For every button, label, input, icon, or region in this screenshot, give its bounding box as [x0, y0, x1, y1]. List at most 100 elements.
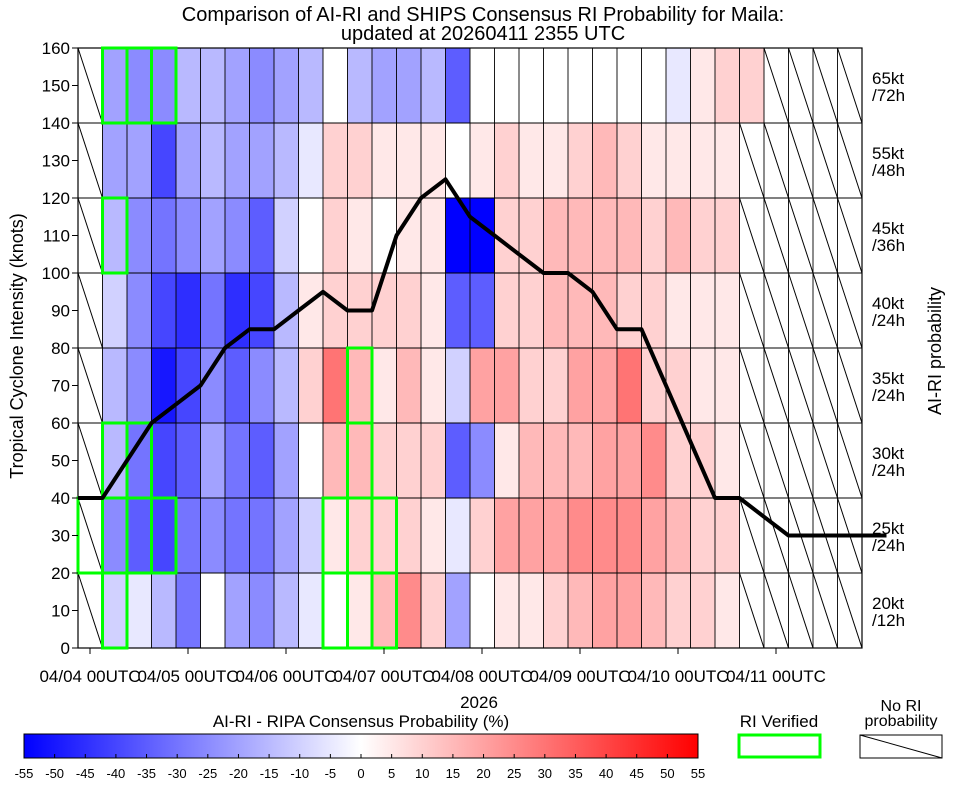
y-tick-label: 150: [42, 77, 70, 96]
heatmap-cell: [715, 198, 740, 274]
heatmap-cell: [617, 48, 642, 124]
heatmap-cell: [274, 348, 299, 424]
no-ri-hatch: [763, 422, 789, 499]
heatmap-cell: [470, 498, 495, 574]
heatmap-cell: [323, 273, 348, 349]
heatmap-cell: [543, 573, 569, 649]
no-ri-hatch: [739, 572, 765, 649]
no-ri-hatch: [837, 197, 863, 274]
heatmap-cell: [470, 348, 495, 424]
heatmap-cell: [298, 48, 324, 124]
ri-verified-box: [150, 46, 178, 125]
heatmap-cell: [249, 48, 275, 124]
heatmap-cell: [151, 273, 177, 349]
heatmap-cell: [494, 348, 520, 424]
no-ri-hatch: [837, 347, 863, 424]
heatmap-cell: [470, 198, 495, 274]
probability-heatmap: [102, 48, 765, 649]
colorbar-tick-label: 35: [568, 766, 582, 781]
heatmap-cell: [102, 273, 128, 349]
heatmap-cell: [372, 423, 397, 499]
heatmap-cell: [151, 498, 177, 574]
heatmap-cell: [519, 423, 544, 499]
heatmap-cell: [470, 48, 495, 124]
heatmap-cell: [617, 498, 642, 574]
heatmap-cell: [494, 573, 520, 649]
y-tick-label: 60: [51, 414, 70, 433]
no-ri-hatch: [812, 122, 838, 199]
heatmap-cell: [372, 348, 397, 424]
heatmap-cell: [494, 423, 520, 499]
y-tick-label: 80: [51, 339, 70, 358]
heatmap-cell: [666, 198, 691, 274]
heatmap-cell: [396, 423, 422, 499]
heatmap-cell: [102, 498, 128, 574]
heatmap-cell: [470, 573, 495, 649]
heatmap-cell: [127, 348, 152, 424]
heatmap-cell: [690, 348, 716, 424]
ri-verified-legend-swatch: [737, 733, 822, 759]
right-axis-label: AI-RI probability: [925, 287, 945, 415]
heatmap-cell: [666, 273, 691, 349]
heatmap-cell: [249, 198, 275, 274]
heatmap-cell: [568, 123, 593, 199]
y-tick-label: 100: [42, 264, 70, 283]
y-tick-label: 70: [51, 377, 70, 396]
no-ri-hatch: [812, 197, 838, 274]
colorbar-tick-label: 55: [691, 766, 705, 781]
heatmap-cell: [298, 498, 324, 574]
heatmap-cell: [494, 123, 520, 199]
heatmap-cell: [543, 498, 569, 574]
heatmap-cell: [176, 273, 201, 349]
heatmap-cell: [494, 198, 520, 274]
heatmap-cell: [176, 573, 201, 649]
heatmap-cell: [102, 123, 128, 199]
y-tick-label: 110: [43, 227, 70, 246]
colorbar-tick-label: -20: [229, 766, 248, 781]
colorbar-tick-label: -5: [325, 766, 337, 781]
no-ri-legend-label-line-1: No RI: [881, 698, 922, 715]
heatmap-cell: [323, 123, 348, 199]
heatmap-cell: [102, 573, 128, 649]
heatmap-cell: [225, 273, 250, 349]
x-tick-label: 04/07 00UTC: [333, 667, 434, 686]
no-ri-hatch: [837, 422, 863, 499]
heatmap-cell: [617, 348, 642, 424]
heatmap-cell: [151, 123, 177, 199]
heatmap-cell: [568, 348, 593, 424]
threshold-period: /36h: [872, 236, 905, 255]
heatmap-cell: [323, 348, 348, 424]
no-ri-hatch: [77, 197, 103, 274]
heatmap-cell: [715, 423, 740, 499]
no-ri-hatch: [837, 572, 863, 649]
heatmap-cell: [127, 198, 152, 274]
heatmap-cell: [127, 423, 152, 499]
heatmap-cell: [372, 198, 397, 274]
no-ri-hatch: [763, 572, 789, 649]
colorbar-tick-label: 45: [629, 766, 643, 781]
heatmap-cell: [298, 573, 324, 649]
heatmap-cell: [298, 348, 324, 424]
heatmap-cell: [421, 423, 446, 499]
no-ri-hatch: [812, 47, 838, 124]
heatmap-cell: [592, 348, 618, 424]
heatmap-cell: [347, 123, 373, 199]
heatmap-cell: [225, 198, 250, 274]
heatmap-cell: [347, 348, 373, 424]
heatmap-cell: [151, 573, 177, 649]
heatmap-cell: [200, 48, 226, 124]
heatmap-cell: [249, 573, 275, 649]
heatmap-cell: [102, 48, 128, 124]
no-ri-hatch: [812, 272, 838, 349]
no-ri-legend-label-line-2: probability: [865, 713, 938, 730]
heatmap-cell: [225, 423, 250, 499]
threshold-label: 20kt: [872, 594, 904, 613]
heatmap-cell: [519, 48, 544, 124]
heatmap-cell: [396, 573, 422, 649]
heatmap-cell: [372, 273, 397, 349]
colorbar-tick-label: 50: [660, 766, 674, 781]
heatmap-cell: [617, 198, 642, 274]
threshold-period: /24h: [872, 461, 905, 480]
heatmap-cell: [543, 48, 569, 124]
